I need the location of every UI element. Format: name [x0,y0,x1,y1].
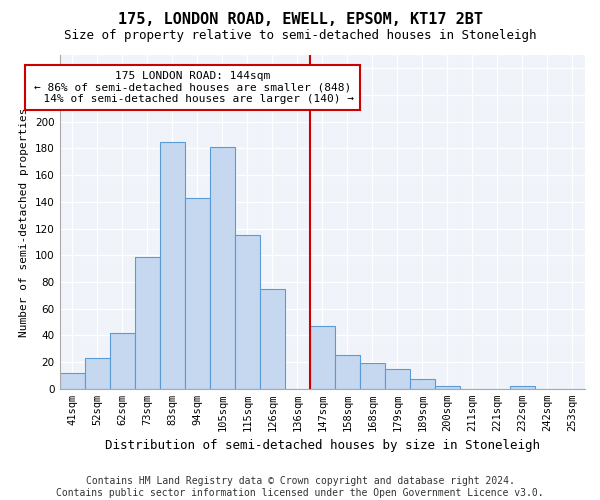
Text: 175 LONDON ROAD: 144sqm
← 86% of semi-detached houses are smaller (848)
  14% of: 175 LONDON ROAD: 144sqm ← 86% of semi-de… [30,71,354,104]
Bar [110,332,134,389]
Text: Size of property relative to semi-detached houses in Stoneleigh: Size of property relative to semi-detach… [64,29,536,42]
Bar [134,256,160,389]
Text: 175, LONDON ROAD, EWELL, EPSOM, KT17 2BT: 175, LONDON ROAD, EWELL, EPSOM, KT17 2BT [118,12,482,28]
Bar [85,358,110,389]
Y-axis label: Number of semi-detached properties: Number of semi-detached properties [19,107,29,336]
Bar [410,380,435,389]
Bar [310,326,335,389]
X-axis label: Distribution of semi-detached houses by size in Stoneleigh: Distribution of semi-detached houses by … [105,440,540,452]
Bar [59,373,85,389]
Text: Contains HM Land Registry data © Crown copyright and database right 2024.
Contai: Contains HM Land Registry data © Crown c… [56,476,544,498]
Bar [385,369,410,389]
Bar [510,386,535,389]
Bar [185,198,210,389]
Bar [160,142,185,389]
Bar [435,386,460,389]
Bar [360,364,385,389]
Bar [335,356,360,389]
Bar [260,288,285,389]
Bar [235,236,260,389]
Bar [210,147,235,389]
